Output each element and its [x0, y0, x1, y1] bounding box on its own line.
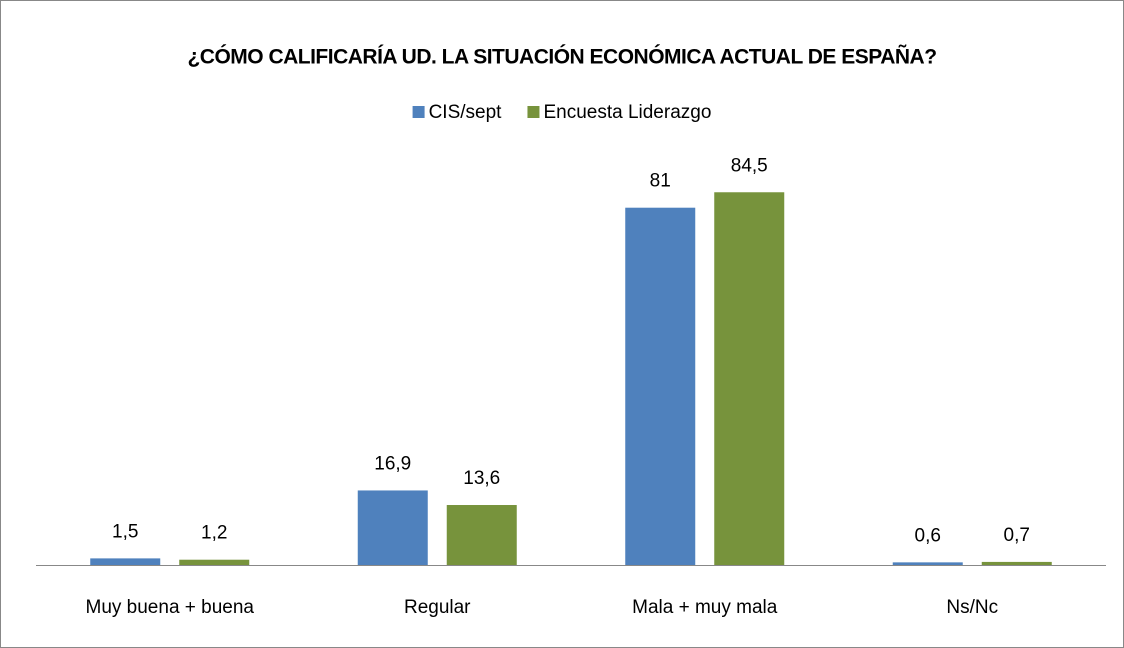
data-label: 1,2 [201, 523, 227, 544]
legend-label: CIS/sept [429, 102, 503, 123]
data-label: 13,6 [463, 468, 500, 489]
x-tick-label: Regular [404, 597, 471, 618]
data-label: 81 [650, 171, 671, 192]
legend-swatch [527, 106, 540, 118]
bar [357, 490, 428, 565]
legend-label: Encuesta Liderazgo [543, 102, 711, 123]
data-label: 16,9 [374, 453, 411, 474]
bar [892, 562, 963, 565]
bar [90, 558, 161, 565]
bar [179, 559, 250, 565]
bar [714, 192, 785, 565]
data-label: 1,5 [112, 521, 138, 542]
legend-swatch [412, 106, 425, 118]
chart-title: ¿CÓMO CALIFICARÍA UD. LA SITUACIÓN ECONÓ… [187, 45, 936, 69]
x-tick-label: Muy buena + buena [86, 597, 255, 618]
bar [981, 561, 1052, 565]
data-label: 0,7 [1004, 525, 1030, 546]
x-tick-label: Mala + muy mala [632, 597, 778, 618]
bar [625, 207, 696, 565]
bar [446, 505, 517, 565]
x-tick-label: Ns/Nc [946, 597, 998, 618]
data-label: 84,5 [731, 155, 768, 176]
data-label: 0,6 [915, 525, 941, 546]
